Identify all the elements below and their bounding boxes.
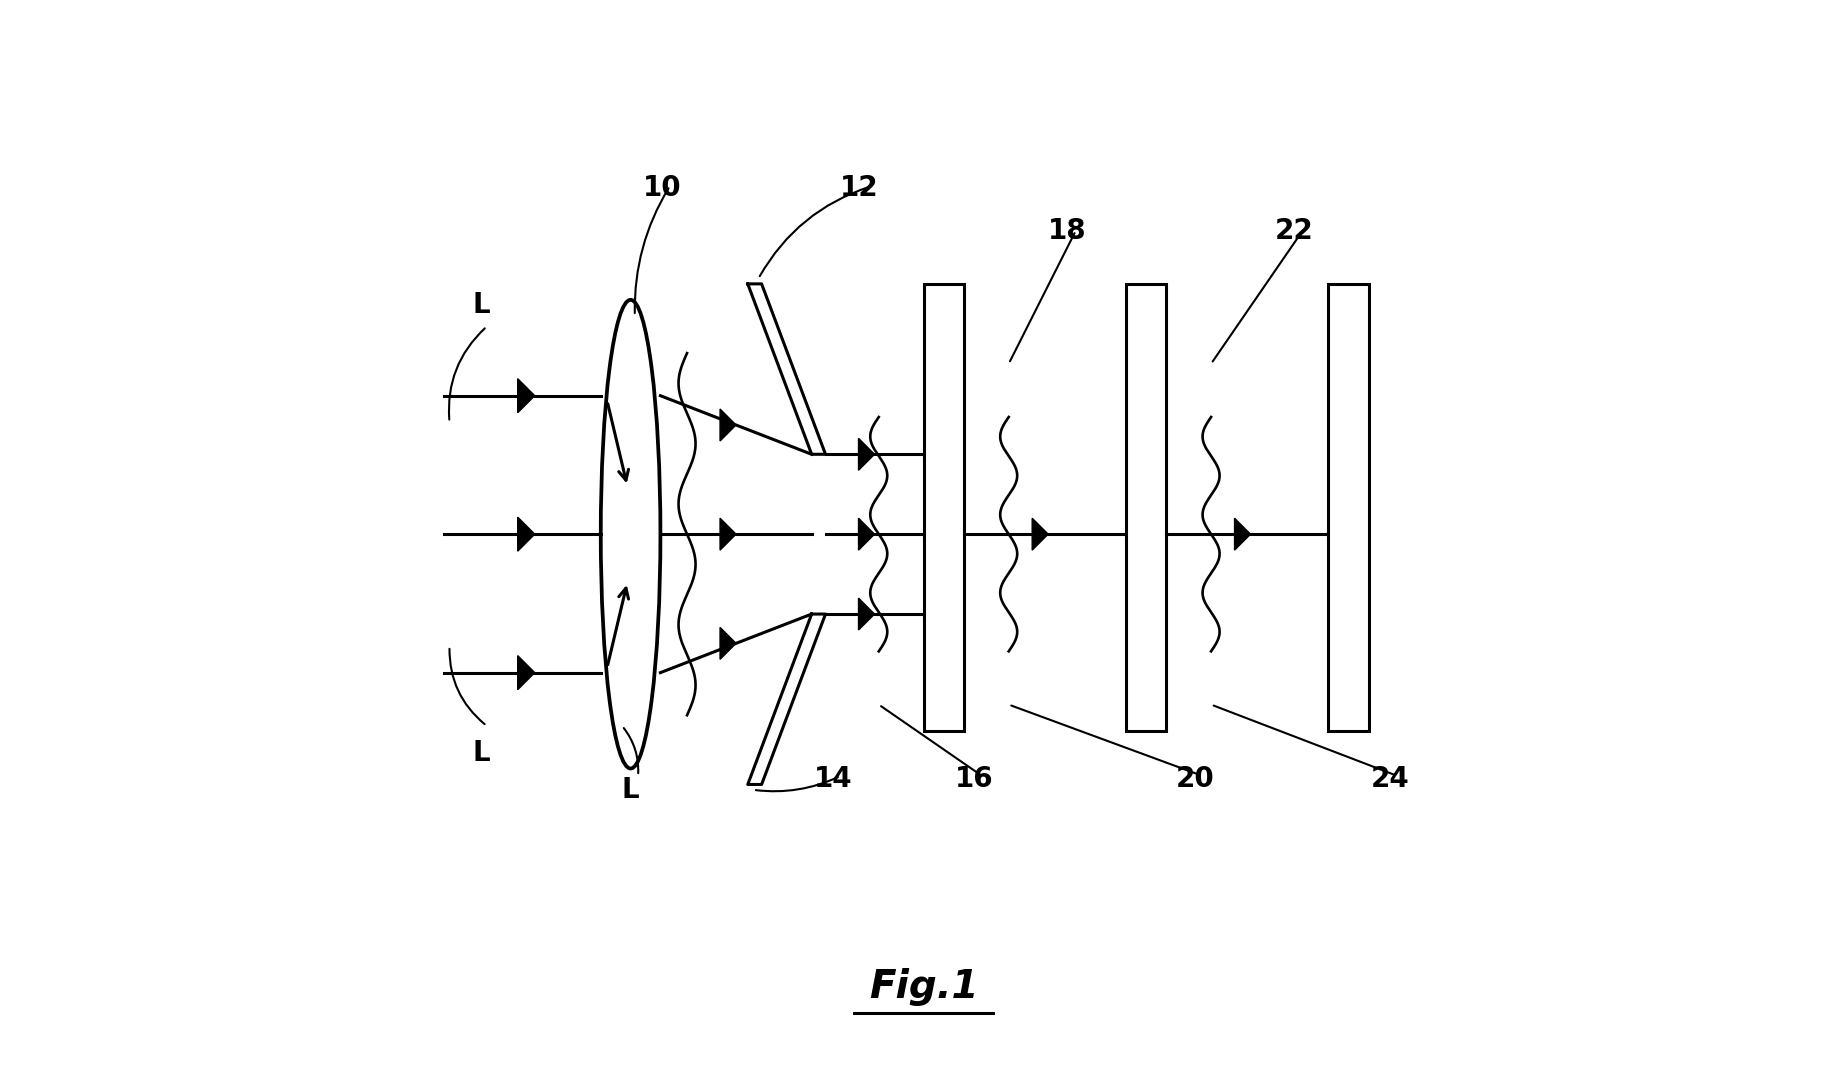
- Polygon shape: [1234, 518, 1250, 550]
- Text: 24: 24: [1370, 765, 1409, 793]
- Polygon shape: [859, 598, 874, 630]
- Polygon shape: [720, 627, 737, 659]
- Text: L: L: [473, 291, 489, 319]
- Text: 12: 12: [840, 174, 879, 202]
- Text: 18: 18: [1047, 217, 1086, 245]
- Polygon shape: [859, 518, 874, 550]
- Polygon shape: [720, 409, 737, 441]
- Polygon shape: [517, 517, 536, 551]
- Polygon shape: [748, 284, 826, 454]
- Text: 20: 20: [1177, 765, 1215, 793]
- Polygon shape: [517, 656, 536, 689]
- Text: L: L: [473, 738, 489, 766]
- Polygon shape: [720, 518, 737, 550]
- Text: 22: 22: [1274, 217, 1313, 245]
- Text: 16: 16: [955, 765, 994, 793]
- Bar: [1127, 284, 1165, 732]
- Text: Fig.1: Fig.1: [868, 968, 979, 1006]
- Polygon shape: [859, 438, 874, 470]
- Polygon shape: [1032, 518, 1047, 550]
- Polygon shape: [748, 614, 826, 784]
- Polygon shape: [517, 379, 536, 413]
- Bar: [1328, 284, 1369, 732]
- Text: 14: 14: [815, 765, 851, 793]
- Text: L: L: [622, 776, 639, 804]
- Text: 10: 10: [643, 174, 682, 202]
- Bar: [924, 284, 964, 732]
